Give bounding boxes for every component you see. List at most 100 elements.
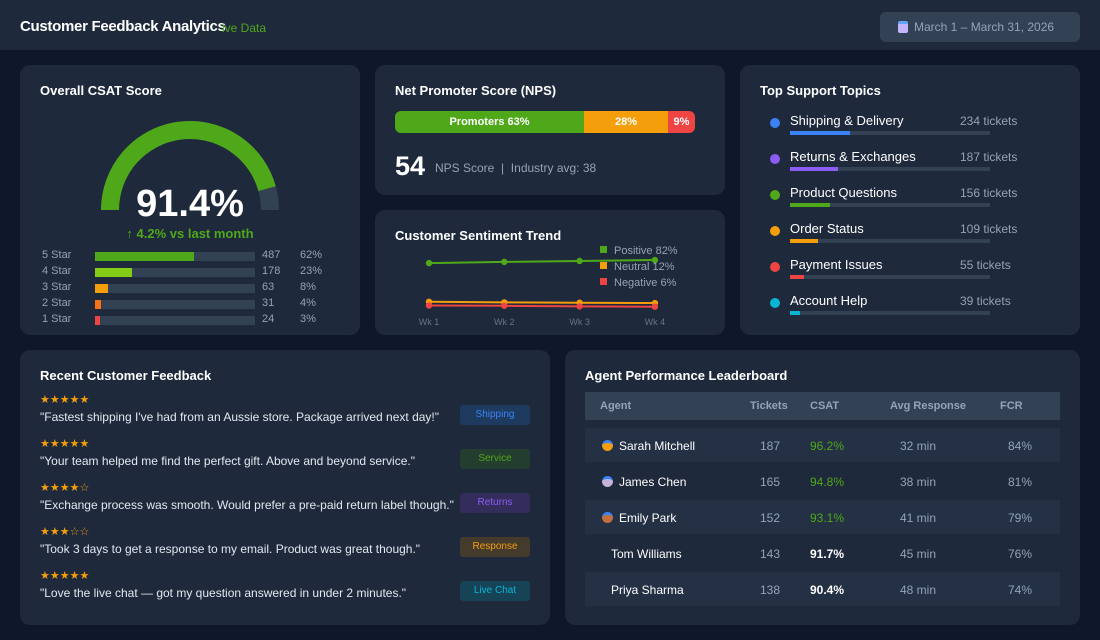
nps-bar: Promoters 63% 28% 9% [395,111,695,133]
card-title: Recent Customer Feedback [40,368,212,383]
header: Customer Feedback Analytics ive Data Mar… [0,0,1100,50]
topic-tickets: 109 tickets [960,222,1018,236]
agent-fcr: 79% [1008,511,1033,525]
rating-pct: 23% [300,265,323,277]
app-title: Customer Feedback Analytics [20,18,226,35]
legend-swatch [600,246,607,253]
topic-fill [790,239,818,243]
agent-fcr: 74% [1008,583,1033,597]
topic-tickets: 156 tickets [960,186,1018,200]
data-point [576,257,583,265]
table-row[interactable]: Emily Park 152 93.1% 41 min 79% [585,500,1060,534]
star-rating: ★★★★★ [40,438,90,450]
live-data-indicator: ive Data [222,21,267,35]
feedback-item: ★★★★★ "Love the live chat — got my questi… [40,569,530,609]
gauge-fill [101,121,276,211]
table-row[interactable]: Tom Williams 143 91.7% 45 min 76% [585,536,1060,570]
x-tick-label: Wk 3 [569,317,590,327]
rating-track [95,300,255,309]
csat-delta: ↑ 4.2% vs last month [126,226,254,241]
legend-swatch [600,262,607,269]
legend-label: Negative 6% [614,277,677,289]
topic-item[interactable]: Order Status 109 tickets [770,221,1060,251]
data-point [651,256,659,264]
table-row[interactable]: Sarah Mitchell 187 96.2% 32 min 84% [585,428,1060,462]
calendar-icon [898,21,908,33]
feedback-quote: "Love the live chat — got my question an… [40,586,407,600]
topic-fill [790,203,830,207]
rating-fill [95,300,102,309]
agent-csat: 96.2% [810,439,845,453]
rating-row: 3 Star 63 8% [40,281,350,295]
col-agent[interactable]: Agent [600,400,632,412]
table-row[interactable]: James Chen 165 94.8% 38 min 81% [585,464,1060,498]
topic-fill [790,167,838,171]
agent-name: Sarah Mitchell [619,439,696,453]
topic-fill [790,311,800,315]
topic-fill [790,275,804,279]
rating-label: 2 Star [42,297,72,309]
topic-item[interactable]: Account Help 39 tickets [770,293,1060,323]
series-line [428,304,655,308]
card-title: Top Support Topics [760,83,881,98]
nps-card: Net Promoter Score (NPS) Promoters 63% 2… [375,65,725,195]
feedback-tag[interactable]: Live Chat [460,581,530,601]
card-title: Customer Sentiment Trend [395,228,562,243]
nps-subtext: NPS Score | Industry avg: 38 [435,161,597,175]
star-rating: ★★★★★ [40,570,90,582]
topic-item[interactable]: Payment Issues 55 tickets [770,257,1060,287]
star-rating: ★★★★★ [40,394,90,406]
topic-tickets: 187 tickets [960,150,1018,164]
topic-tickets: 39 tickets [960,294,1011,308]
data-point [651,303,659,310]
leaderboard-card: Agent Performance Leaderboard Agent Tick… [565,350,1080,625]
agent-tickets: 187 [760,439,781,453]
topic-dot-icon [770,226,780,236]
col-csat[interactable]: CSAT [810,400,840,412]
agent-csat: 90.4% [810,583,845,597]
nps-detractors: 9% [668,111,695,133]
star-rating: ★★★☆☆ [40,526,90,538]
card-title: Agent Performance Leaderboard [585,368,788,383]
topic-item[interactable]: Returns & Exchanges 187 tickets [770,149,1060,179]
nps-passives: 28% [584,111,668,133]
date-range-picker[interactable]: March 1 – March 31, 2026 [880,12,1080,42]
series-line [428,300,655,305]
feedback-tag[interactable]: Shipping [460,405,530,425]
agent-csat: 93.1% [810,511,845,525]
topic-item[interactable]: Product Questions 156 tickets [770,185,1060,215]
rating-count: 31 [262,297,275,309]
agent-csat: 94.8% [810,475,845,489]
feedback-quote: "Fastest shipping I've had from an Aussi… [40,410,440,424]
topic-fill [790,131,850,135]
x-tick-label: Wk 4 [645,317,666,327]
table-row[interactable]: Priya Sharma 138 90.4% 48 min 74% [585,572,1060,606]
rating-row: 5 Star 487 62% [40,249,350,263]
topic-item[interactable]: Shipping & Delivery 234 tickets [770,113,1060,143]
feedback-tag[interactable]: Response [460,537,530,557]
col-tickets[interactable]: Tickets [750,400,788,412]
date-range-label: March 1 – March 31, 2026 [914,20,1055,34]
col-fcr[interactable]: FCR [1000,400,1023,412]
agent-fcr: 81% [1008,475,1033,489]
sentiment-chart: Positive 82% Neutral 12% Negative 6% Wk 1 Wk… [419,245,678,327]
topic-tickets: 234 tickets [960,114,1018,128]
feedback-quote: "Exchange process was smooth. Would pref… [40,498,454,512]
card-title: Net Promoter Score (NPS) [395,83,557,98]
nps-promoters: Promoters 63% [395,111,584,133]
topic-dot-icon [770,118,780,128]
feedback-tag[interactable]: Returns [460,493,530,513]
rating-track [95,252,255,261]
topic-name: Payment Issues [790,257,883,272]
rating-count: 178 [262,265,281,277]
data-point [425,302,433,309]
feedback-tag[interactable]: Service [460,449,530,469]
rating-count: 487 [262,249,281,261]
topic-name: Order Status [790,221,864,236]
rating-label: 3 Star [42,281,72,293]
col-avg-response[interactable]: Avg Response [890,400,967,412]
data-point [425,259,433,267]
rating-fill [95,268,132,277]
rating-row: 2 Star 31 4% [40,297,350,311]
rating-pct: 62% [300,249,323,261]
